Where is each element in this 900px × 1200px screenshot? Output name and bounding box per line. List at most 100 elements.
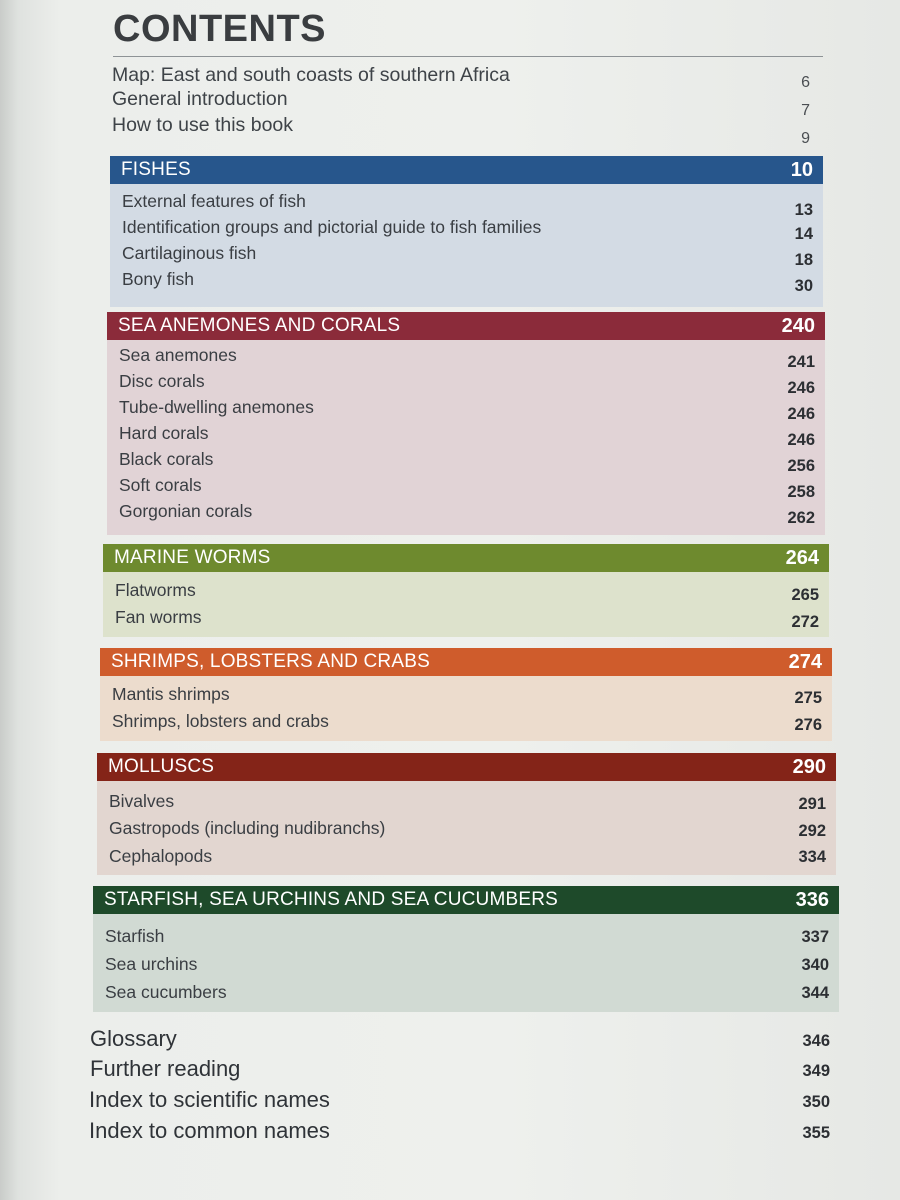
entry-page-number: 246 <box>787 379 815 397</box>
entry-page-number: 344 <box>801 984 829 1002</box>
entry-label: Gorgonian corals <box>119 501 253 521</box>
entry-page-number: 349 <box>802 1062 830 1080</box>
page-title: CONTENTS <box>113 8 326 50</box>
list-item[interactable]: Sea cucumbers 344 <box>105 982 829 1003</box>
list-item[interactable]: Cartilaginous fish 18 <box>122 243 813 269</box>
entry-label: How to use this book <box>112 114 294 136</box>
intro-entry-how-to-use[interactable]: How to use this book 9 <box>112 114 810 147</box>
entry-page-number: 291 <box>798 795 826 813</box>
entry-label: Black corals <box>119 449 214 469</box>
entry-page-number: 262 <box>787 509 815 527</box>
list-item[interactable]: Tube-dwelling anemones 246 <box>119 397 815 423</box>
section-starfish-sea-urchins-and-sea-cucumbers: STARFISH, SEA URCHINS AND SEA CUCUMBERS … <box>93 886 839 1012</box>
list-item[interactable]: Mantis shrimps 275 <box>112 684 822 707</box>
entry-page-number: 258 <box>787 483 815 501</box>
entry-label: Bivalves <box>109 791 175 811</box>
entry-page-number: 350 <box>802 1093 830 1111</box>
entry-label: External features of fish <box>122 191 306 211</box>
entry-label: Hard corals <box>119 423 209 443</box>
entry-page-number: 13 <box>794 201 813 219</box>
section-shrimps-lobsters-and-crabs: SHRIMPS, LOBSTERS AND CRABS 274 Mantis s… <box>100 648 832 741</box>
section-marine-worms: MARINE WORMS 264 Flatworms 265 Fan worms… <box>103 544 829 637</box>
title-divider <box>113 56 823 57</box>
section-page-number: 240 <box>781 314 815 337</box>
section-body: External features of fish 13 Identificat… <box>110 184 823 307</box>
list-item[interactable]: Gastropods (including nudibranchs) 292 <box>109 818 826 840</box>
outro-entry-index-scientific-names[interactable]: Index to scientific names 350 <box>89 1087 830 1113</box>
section-title: FISHES <box>121 159 191 180</box>
section-header-molluscs[interactable]: MOLLUSCS 290 <box>97 753 836 781</box>
entry-label: Gastropods (including nudibranchs) <box>109 818 386 838</box>
section-molluscs: MOLLUSCS 290 Bivalves 291 Gastropods (in… <box>97 753 836 875</box>
section-body: Flatworms 265 Fan worms 272 <box>103 572 829 637</box>
entry-page-number: 340 <box>801 956 829 974</box>
entry-page-number: 275 <box>794 689 822 707</box>
entry-page-number: 241 <box>787 353 815 371</box>
section-title: MOLLUSCS <box>108 756 215 777</box>
section-sea-anemones-and-corals: SEA ANEMONES AND CORALS 240 Sea anemones… <box>107 312 825 535</box>
entry-page-number: 14 <box>794 225 813 243</box>
list-item[interactable]: Black corals 256 <box>119 449 815 475</box>
entry-label: Glossary <box>90 1026 177 1051</box>
entry-page-number: 7 <box>801 102 810 119</box>
entry-page-number: 355 <box>802 1124 830 1142</box>
outro-entry-further-reading[interactable]: Further reading 349 <box>90 1056 830 1082</box>
entry-page-number: 337 <box>801 928 829 946</box>
entry-page-number: 9 <box>801 130 810 147</box>
section-page-number: 274 <box>788 650 822 673</box>
list-item[interactable]: Soft corals 258 <box>119 475 815 501</box>
list-item[interactable]: Bony fish 30 <box>122 269 813 295</box>
list-item[interactable]: Shrimps, lobsters and crabs 276 <box>112 711 822 734</box>
entry-label: Soft corals <box>119 475 202 495</box>
entry-label: Bony fish <box>122 269 194 289</box>
entry-label: Shrimps, lobsters and crabs <box>112 711 329 731</box>
list-item[interactable]: Hard corals 246 <box>119 423 815 449</box>
section-page-number: 336 <box>795 888 829 911</box>
entry-page-number: 276 <box>794 716 822 734</box>
entry-page-number: 346 <box>802 1032 830 1050</box>
section-body: Starfish 337 Sea urchins 340 Sea cucumbe… <box>93 914 839 1012</box>
list-item[interactable]: Gorgonian corals 262 <box>119 501 815 527</box>
list-item[interactable]: Cephalopods 334 <box>109 846 826 867</box>
section-header-marine-worms[interactable]: MARINE WORMS 264 <box>103 544 829 572</box>
section-body: Bivalves 291 Gastropods (including nudib… <box>97 781 836 875</box>
section-title: MARINE WORMS <box>114 547 271 568</box>
entry-page-number: 246 <box>787 431 815 449</box>
entry-page-number: 6 <box>801 74 810 91</box>
entry-label: Starfish <box>105 926 165 946</box>
section-header-shrimps-lobsters-and-crabs[interactable]: SHRIMPS, LOBSTERS AND CRABS 274 <box>100 648 832 676</box>
list-item[interactable]: Flatworms 265 <box>115 580 819 604</box>
section-page-number: 290 <box>792 755 826 778</box>
entry-page-number: 272 <box>791 613 819 631</box>
entry-page-number: 30 <box>794 277 813 295</box>
section-title: SHRIMPS, LOBSTERS AND CRABS <box>111 651 430 672</box>
list-item[interactable]: Fan worms 272 <box>115 607 819 631</box>
section-header-sea-anemones-and-corals[interactable]: SEA ANEMONES AND CORALS 240 <box>107 312 825 340</box>
section-header-starfish-sea-urchins-and-sea-cucumbers[interactable]: STARFISH, SEA URCHINS AND SEA CUCUMBERS … <box>93 886 839 914</box>
list-item[interactable]: Sea anemones 241 <box>119 345 815 371</box>
list-item[interactable]: Disc corals 246 <box>119 371 815 397</box>
entry-label: Identification groups and pictorial guid… <box>122 217 542 237</box>
entry-label: Map: East and south coasts of southern A… <box>112 64 510 86</box>
intro-entry-map[interactable]: Map: East and south coasts of southern A… <box>112 64 810 91</box>
entry-label: Disc corals <box>119 371 205 391</box>
entry-label: Fan worms <box>115 607 202 627</box>
section-body: Sea anemones 241 Disc corals 246 Tube-dw… <box>107 340 825 535</box>
entry-label: General introduction <box>112 88 288 110</box>
list-item[interactable]: Bivalves 291 <box>109 791 826 813</box>
list-item[interactable]: Sea urchins 340 <box>105 954 829 975</box>
section-header-fishes[interactable]: FISHES 10 <box>110 156 823 184</box>
outro-entry-index-common-names[interactable]: Index to common names 355 <box>89 1118 830 1144</box>
entry-page-number: 18 <box>794 251 813 269</box>
outro-entry-glossary[interactable]: Glossary 346 <box>90 1026 830 1052</box>
entry-page-number: 246 <box>787 405 815 423</box>
section-page-number: 264 <box>785 546 819 569</box>
intro-entry-general-introduction[interactable]: General introduction 7 <box>112 88 810 119</box>
section-body: Mantis shrimps 275 Shrimps, lobsters and… <box>100 676 832 741</box>
section-title: SEA ANEMONES AND CORALS <box>118 315 401 336</box>
entry-label: Sea anemones <box>119 345 237 365</box>
list-item[interactable]: Identification groups and pictorial guid… <box>122 217 813 243</box>
list-item[interactable]: Starfish 337 <box>105 926 829 947</box>
list-item[interactable]: External features of fish 13 <box>122 191 813 219</box>
entry-page-number: 256 <box>787 457 815 475</box>
